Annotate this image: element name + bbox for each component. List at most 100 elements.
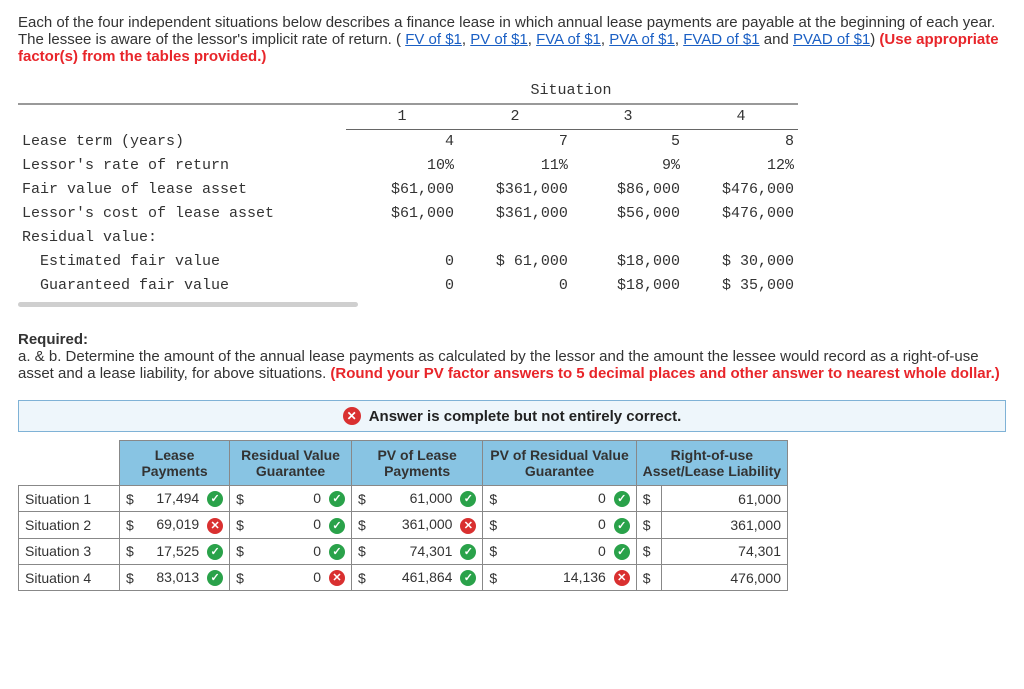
col-1: 1: [346, 104, 458, 130]
required-red: (Round your PV factor answers to 5 decim…: [330, 365, 999, 382]
pvlease-val: 61,000 ✓: [376, 486, 483, 512]
col-3: 3: [572, 104, 684, 130]
lease-val: 17,525 ✓: [144, 538, 230, 564]
link-pv[interactable]: PV of $1: [470, 31, 528, 48]
hdr-resid-guarantee: Residual Value Guarantee: [230, 441, 352, 486]
table-row: Situation 1$17,494 ✓$0 ✓$61,000 ✓$0 ✓$61…: [19, 486, 788, 512]
currency-symbol: $: [483, 564, 508, 590]
currency-symbol: $: [120, 486, 145, 512]
check-icon: ✓: [207, 491, 223, 507]
currency-symbol: $: [483, 486, 508, 512]
rou-val: 361,000: [661, 512, 787, 538]
sep: ,: [528, 31, 536, 48]
link-pvad[interactable]: PVAD of $1: [793, 31, 870, 48]
answer-banner-text: Answer is complete but not entirely corr…: [369, 408, 682, 425]
sep: ,: [601, 31, 609, 48]
cross-icon: ✕: [614, 570, 630, 586]
col-2: 2: [458, 104, 572, 130]
currency-symbol: $: [483, 538, 508, 564]
currency-symbol: $: [120, 512, 145, 538]
sep-last: and: [760, 31, 793, 48]
col-4: 4: [684, 104, 798, 130]
row-guar-fv: Guaranteed fair value 0 0 $18,000 $ 35,0…: [18, 274, 798, 298]
currency-symbol: $: [351, 486, 376, 512]
situation-title: Situation: [458, 79, 684, 104]
link-pva[interactable]: PVA of $1: [609, 31, 675, 48]
required-body: a. & b. Determine the amount of the annu…: [18, 348, 1000, 382]
lease-val: 17,494 ✓: [144, 486, 230, 512]
hdr-pv-resid: PV of Residual Value Guarantee: [483, 441, 636, 486]
link-fv[interactable]: FV of $1: [405, 31, 462, 48]
row-label: Situation 1: [19, 486, 120, 512]
check-icon: ✓: [207, 570, 223, 586]
check-icon: ✓: [614, 491, 630, 507]
row-label: Situation 4: [19, 564, 120, 590]
pvlease-val: 361,000 ✕: [376, 512, 483, 538]
cross-icon: ✕: [329, 570, 345, 586]
currency-symbol: $: [483, 512, 508, 538]
check-icon: ✓: [329, 518, 345, 534]
row-est-fv: Estimated fair value 0 $ 61,000 $18,000 …: [18, 250, 798, 274]
currency-symbol: $: [636, 512, 661, 538]
currency-symbol: $: [230, 564, 255, 590]
currency-symbol: $: [636, 538, 661, 564]
currency-symbol: $: [351, 538, 376, 564]
lease-val: 83,013 ✓: [144, 564, 230, 590]
link-fvad[interactable]: FVAD of $1: [683, 31, 759, 48]
resid-val: 0 ✓: [254, 512, 351, 538]
currency-symbol: $: [351, 564, 376, 590]
table-row: Situation 2$69,019 ✕$0 ✓$361,000 ✕$0 ✓$3…: [19, 512, 788, 538]
pvlease-val: 461,864 ✓: [376, 564, 483, 590]
sep: ,: [675, 31, 683, 48]
link-fva[interactable]: FVA of $1: [536, 31, 601, 48]
cross-icon: ✕: [207, 518, 223, 534]
cross-icon: ✕: [460, 518, 476, 534]
check-icon: ✓: [460, 491, 476, 507]
pvresid-val: 0 ✓: [507, 486, 636, 512]
situation-table: Situation 1 2 3 4 Lease term (years) 4 7…: [18, 79, 1006, 307]
pvresid-val: 14,136 ✕: [507, 564, 636, 590]
pvresid-val: 0 ✓: [507, 512, 636, 538]
intro-text: Each of the four independent situations …: [18, 14, 1006, 65]
resid-val: 0 ✕: [254, 564, 351, 590]
hdr-lease-payments: Lease Payments: [120, 441, 230, 486]
currency-symbol: $: [230, 486, 255, 512]
required-block: Required: a. & b. Determine the amount o…: [18, 331, 1006, 382]
cross-icon: ✕: [343, 407, 361, 425]
answer-banner: ✕ Answer is complete but not entirely co…: [18, 400, 1006, 432]
check-icon: ✓: [614, 518, 630, 534]
pvlease-val: 74,301 ✓: [376, 538, 483, 564]
currency-symbol: $: [120, 564, 145, 590]
currency-symbol: $: [120, 538, 145, 564]
rou-val: 476,000: [661, 564, 787, 590]
hdr-rou: Right-of-use Asset/Lease Liability: [636, 441, 787, 486]
table-row: Situation 4$83,013 ✓$0 ✕$461,864 ✓$14,13…: [19, 564, 788, 590]
resid-val: 0 ✓: [254, 538, 351, 564]
lease-val: 69,019 ✕: [144, 512, 230, 538]
currency-symbol: $: [230, 512, 255, 538]
check-icon: ✓: [329, 544, 345, 560]
rou-val: 74,301: [661, 538, 787, 564]
hdr-pv-lease: PV of Lease Payments: [351, 441, 482, 486]
rou-val: 61,000: [661, 486, 787, 512]
pvresid-val: 0 ✓: [507, 538, 636, 564]
row-fair-value: Fair value of lease asset $61,000 $361,0…: [18, 178, 798, 202]
currency-symbol: $: [230, 538, 255, 564]
row-label: Situation 2: [19, 512, 120, 538]
check-icon: ✓: [329, 491, 345, 507]
sep: ,: [462, 31, 470, 48]
currency-symbol: $: [351, 512, 376, 538]
required-heading: Required:: [18, 331, 88, 348]
row-label: Situation 3: [19, 538, 120, 564]
check-icon: ✓: [614, 544, 630, 560]
scroll-indicator: [18, 302, 358, 307]
row-lease-term: Lease term (years) 4 7 5 8: [18, 130, 798, 155]
check-icon: ✓: [460, 570, 476, 586]
check-icon: ✓: [207, 544, 223, 560]
row-residual-hdr: Residual value:: [18, 226, 798, 250]
check-icon: ✓: [460, 544, 476, 560]
row-rate: Lessor's rate of return 10% 11% 9% 12%: [18, 154, 798, 178]
currency-symbol: $: [636, 564, 661, 590]
currency-symbol: $: [636, 486, 661, 512]
table-row: Situation 3$17,525 ✓$0 ✓$74,301 ✓$0 ✓$74…: [19, 538, 788, 564]
